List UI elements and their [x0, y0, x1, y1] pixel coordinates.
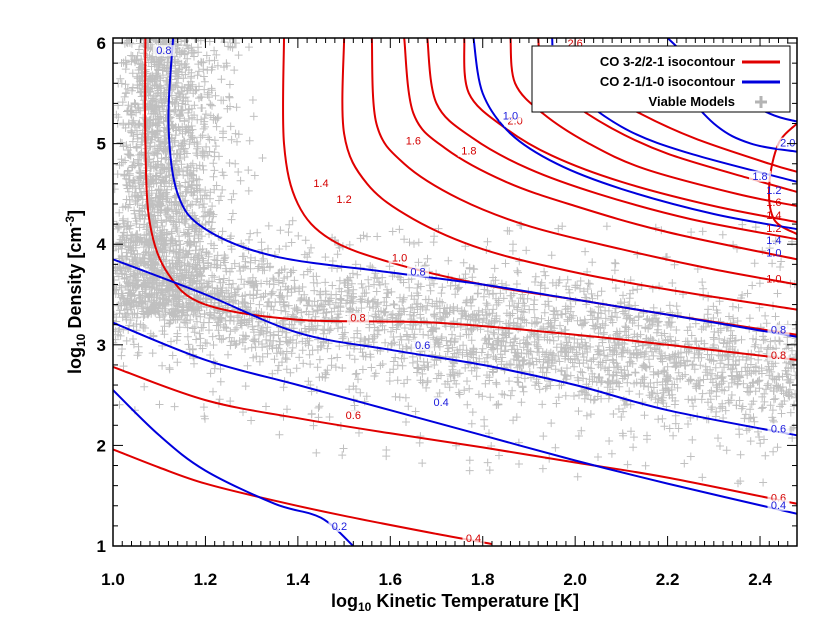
blue-contour-label-bg [152, 45, 175, 57]
red-contour-2.2 [509, 38, 797, 207]
y-tick-label: 2 [97, 436, 106, 455]
blue-contour-label: 0.8 [156, 45, 171, 57]
red-contour-1.4 [370, 38, 797, 286]
red-contour-label: 0.8 [771, 350, 786, 362]
x-tick-label: 1.0 [101, 570, 125, 589]
red-contour-label: 0.6 [346, 410, 361, 422]
x-tick-label: 1.2 [194, 570, 218, 589]
x-axis-title: log10 Kinetic Temperature [K] [331, 591, 579, 614]
blue-contour-0.2 [113, 389, 354, 546]
red-contour-label-bg [342, 410, 365, 422]
viable-models-scatter [113, 38, 797, 488]
red-contour-0.8 [144, 38, 797, 361]
x-tick-label: 2.2 [656, 570, 680, 589]
edge-contour-label: 1.6 [766, 197, 781, 209]
x-tick-label: 2.4 [748, 570, 772, 589]
red-contour-1.6 [403, 38, 797, 261]
red-contour-label-bg [309, 177, 332, 189]
edge-contour-label: 1.0 [766, 273, 781, 285]
edge-contour-label: 1.2 [766, 223, 781, 235]
x-tick-label: 1.4 [286, 570, 310, 589]
red-contour-0.6 [113, 365, 797, 505]
red-contour-1.8 [426, 38, 797, 241]
red-contour-label-bg [333, 193, 356, 205]
legend-label-viable: Viable Models [649, 94, 735, 109]
blue-contour-label: 0.2 [332, 521, 347, 533]
y-axis-title: log10 Density [cm-3] [63, 210, 88, 374]
red-contour-2.0 [463, 38, 797, 224]
blue-contour-label: 0.4 [433, 397, 448, 409]
red-contour-label-bg [457, 145, 480, 157]
legend-label-co32: CO 3-2/2-1 isocontour [600, 54, 735, 69]
y-tick-label: 4 [97, 235, 107, 254]
red-contour-label: 1.0 [392, 252, 407, 264]
y-tick-label: 1 [97, 537, 106, 556]
x-tick-label: 1.8 [471, 570, 495, 589]
legend: CO 3-2/2-1 isocontour CO 2-1/1-0 isocont… [531, 45, 791, 113]
blue-contour-label: 1.8 [752, 171, 767, 183]
edge-contour-label: 1.2 [766, 185, 781, 197]
red-contour-label: 1.2 [336, 194, 351, 206]
y-tick-label: 3 [97, 336, 106, 355]
blue-contour-label-bg [749, 170, 772, 182]
blue-contour-label-bg [767, 324, 790, 336]
blue-contour-label-bg [407, 266, 430, 278]
red-contour-label: 0.4 [466, 533, 481, 545]
blue-contour-label: 0.4 [771, 500, 786, 512]
red-contour-label-bg [388, 252, 411, 264]
blue-contour-label-bg [328, 520, 351, 532]
blue-contour-label-bg [430, 397, 453, 409]
red-contour-label-bg [767, 492, 790, 504]
red-contour-label: 0.8 [350, 313, 365, 325]
y-tick-label: 6 [97, 34, 106, 53]
blue-contour-label: 0.8 [410, 266, 425, 278]
blue-contour-label: 0.6 [771, 423, 786, 435]
legend-swatch-cross [755, 96, 767, 108]
blue-contour-label: 1.0 [503, 110, 518, 122]
blue-contour-label-bg [767, 423, 790, 435]
legend-label-co21: CO 2-1/1-0 isocontour [600, 74, 735, 89]
blue-contour-label-bg [767, 499, 790, 511]
blue-contour-label-bg [411, 339, 434, 351]
blue-contour-0.6 [113, 258, 797, 437]
contour-lines [113, 38, 797, 546]
red-contour-label-bg [462, 532, 485, 544]
edge-contour-label: 1.4 [766, 210, 781, 222]
red-contour-label-bg [346, 312, 369, 324]
blue-contour-0.4 [113, 321, 797, 515]
blue-contour-1.0 [472, 38, 797, 231]
red-contour-label: 1.8 [461, 146, 476, 158]
red-contour-label: 1.4 [313, 178, 328, 190]
edge-contour-label: 1.0 [766, 247, 781, 259]
red-contour-label-bg [402, 135, 425, 147]
x-tick-label: 2.0 [563, 570, 587, 589]
y-tick-label: 5 [97, 135, 106, 154]
red-contour-label: 1.6 [406, 136, 421, 148]
edge-contour-label: 1.4 [766, 235, 781, 247]
x-tick-label: 1.6 [378, 570, 402, 589]
viable-model-crosses [113, 38, 797, 488]
blue-contour-label: 0.8 [771, 325, 786, 337]
blue-contour-0.8 [167, 38, 797, 338]
red-contour-0.4 [113, 448, 493, 545]
legend-box [531, 45, 791, 113]
red-contour-label-bg [767, 349, 790, 361]
red-contour-1.2 [341, 38, 797, 311]
blue-contour-label: 0.6 [415, 340, 430, 352]
blue-contour-label-bg [499, 110, 522, 122]
